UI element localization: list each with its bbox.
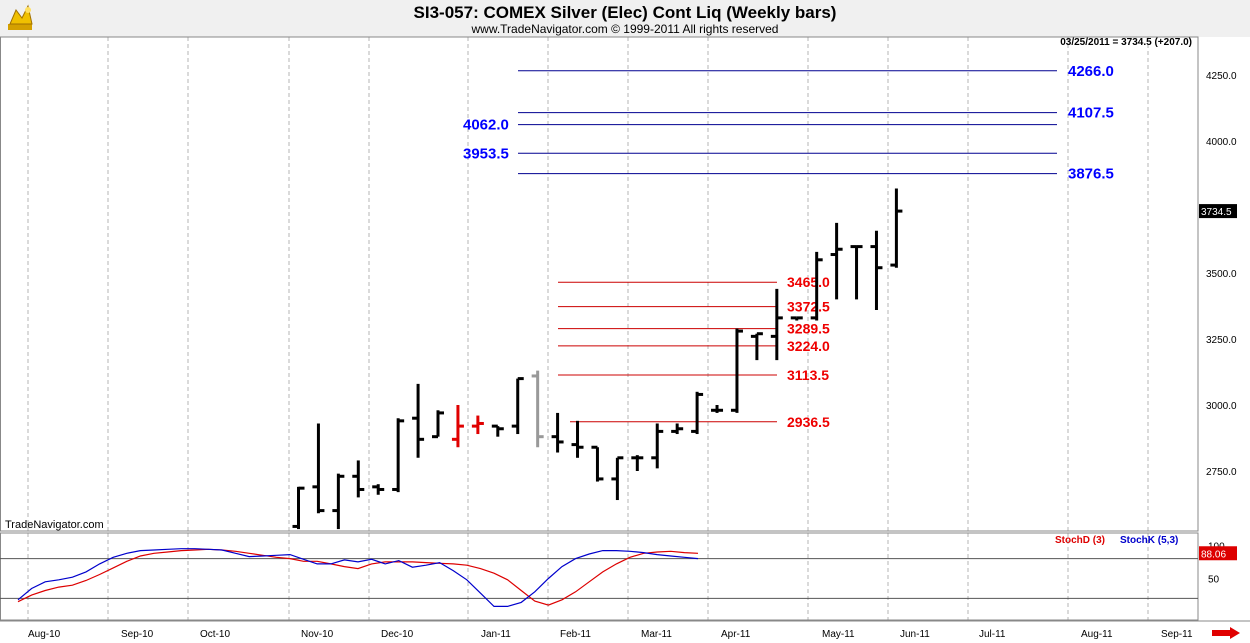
x-tick-label: Sep-10 [121,629,154,640]
watermark-text: TradeNavigator.com [5,519,104,531]
stoch-series-line [17,548,699,608]
y-tick-label: 4000.0 [1206,137,1237,148]
x-tick-label: Mar-11 [641,629,672,640]
projection-level-label: 4062.0 [463,117,509,134]
x-tick-label: Jul-11 [979,629,1006,640]
price-bars [292,188,903,530]
stoch-value-label: 88.06 [1201,549,1226,560]
y-tick-label: 4250.0 [1206,71,1237,82]
x-tick-label: Apr-11 [721,629,751,640]
support-level-label: 3465.0 [787,274,830,290]
support-level-label: 3224.0 [787,338,830,354]
last-price-info: 03/25/2011 = 3734.5 (+207.0) [1060,37,1192,48]
x-tick-label: Aug-11 [1081,629,1113,640]
x-tick-label: Oct-10 [200,629,230,640]
y-tick-label: 3500.0 [1206,269,1237,280]
x-tick-label: Jun-11 [900,629,930,640]
x-tick-label: May-11 [822,629,855,640]
chart-title: SI3-057: COMEX Silver (Elec) Cont Liq (W… [413,3,837,22]
trade-navigator-logo-icon [8,4,33,30]
x-tick-label: Jan-11 [481,629,511,640]
stoch-value-box [1199,546,1237,561]
support-level-label: 3372.5 [787,299,830,315]
projection-level-label: 4107.5 [1068,105,1114,122]
y-tick-label: 3000.0 [1206,401,1237,412]
level-lines: 4266.0 4107.5 4062.0 3953.5 3876.5 3465.0 3372… [463,63,1114,430]
support-level-label: 3289.5 [787,321,830,337]
stoch-legend-k: StochK (5,3) [1120,535,1178,546]
title-bar [0,0,1250,37]
axis-labels: 2750.0 3000.0 3250.0 3500.0 4000.0 4250.0 3734… [28,71,1237,640]
pane-borders [0,36,1250,622]
stoch-y-tick-label: 50 [1208,575,1220,586]
stochastic-pane: StochD (3) StochK (5,3) [17,535,1178,608]
last-price-label: 3734.5 [1201,207,1232,218]
last-price-box [1199,204,1237,219]
projection-level-label: 4266.0 [1068,63,1114,80]
x-tick-label: Nov-10 [301,629,334,640]
chart-subtitle: www.TradeNavigator.com © 1999-2011 All r… [471,22,779,36]
grid-lines [27,37,1149,620]
support-level-label: 2936.5 [787,414,830,430]
price-pane-border [0,36,1199,532]
x-tick-label: Sep-11 [1161,629,1193,640]
x-tick-label: Feb-11 [560,629,591,640]
support-level-label: 3113.5 [787,367,829,383]
projection-level-label: 3876.5 [1068,166,1114,183]
stoch-pane-border [0,532,1199,621]
x-tick-label: Aug-10 [28,629,61,640]
stoch-legend-d: StochD (3) [1055,535,1105,546]
projection-level-label: 3953.5 [463,145,509,162]
y-tick-label: 3250.0 [1206,335,1237,346]
x-tick-label: Dec-10 [381,629,414,640]
scroll-right-arrow-icon[interactable] [1210,626,1242,640]
y-tick-label: 2750.0 [1206,467,1237,478]
stoch-series-line [17,548,699,606]
